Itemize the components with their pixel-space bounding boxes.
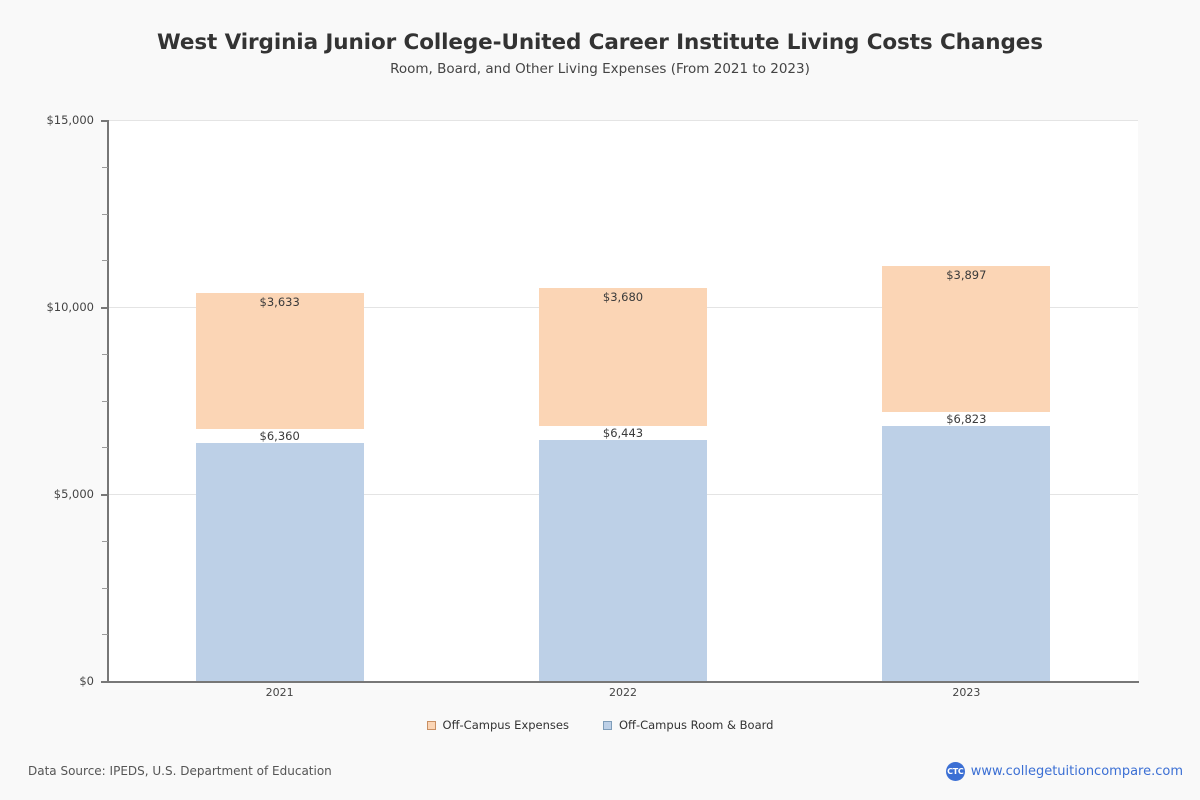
gridline xyxy=(108,120,1138,121)
bar-value-label-expenses: $3,633 xyxy=(259,295,300,310)
y-axis-minor-tick xyxy=(102,353,108,355)
x-axis-tick-label: 2023 xyxy=(952,686,981,699)
y-axis-tick-label: $15,000 xyxy=(46,113,94,127)
legend-item[interactable]: Off-Campus Expenses xyxy=(426,718,569,732)
ctc-logo-icon: CTC xyxy=(945,762,965,781)
legend-swatch-icon xyxy=(426,720,436,730)
y-axis-minor-tick xyxy=(102,260,108,262)
legend-swatch-icon xyxy=(602,720,612,730)
y-axis-tick xyxy=(101,307,108,309)
y-axis-tick xyxy=(101,681,108,683)
y-axis-tick-label: $10,000 xyxy=(46,300,94,314)
bar-value-label-room-and-board: $6,443 xyxy=(602,426,644,441)
y-axis-tick-label: $0 xyxy=(79,674,94,688)
bar-segment-room-and-board[interactable] xyxy=(196,443,364,681)
bar-value-label-room-and-board: $6,360 xyxy=(259,429,300,444)
y-axis-minor-tick xyxy=(102,587,108,589)
brand-link[interactable]: CTC www.collegetuitioncompare.com xyxy=(945,762,1183,781)
y-axis-minor-tick xyxy=(102,634,108,636)
page-title: West Virginia Junior College-United Care… xyxy=(157,30,1043,55)
bar-segment-expenses[interactable] xyxy=(882,266,1050,412)
legend-label: Off-Campus Room & Board xyxy=(618,718,774,732)
y-axis-minor-tick xyxy=(102,213,108,215)
data-source-text: Data Source: IPEDS, U.S. Department of E… xyxy=(28,764,332,778)
chart-legend: Off-Campus Expenses Off-Campus Room & Boa… xyxy=(0,718,1200,732)
y-axis-minor-tick xyxy=(102,540,108,542)
y-axis-minor-tick xyxy=(102,447,108,449)
y-axis-minor-tick xyxy=(102,400,108,402)
chart-subtitle: Room, Board, and Other Living Expenses (… xyxy=(390,60,810,77)
bar-segment-expenses[interactable] xyxy=(196,293,364,430)
y-axis-tick xyxy=(101,120,108,122)
bar-value-label-expenses: $3,680 xyxy=(602,290,644,305)
x-axis-tick-label: 2022 xyxy=(609,686,637,699)
y-axis-tick-label: $5,000 xyxy=(53,487,94,501)
x-axis-tick-label: 2021 xyxy=(265,686,294,699)
bar-segment-room-and-board[interactable] xyxy=(882,425,1050,681)
bar-value-label-expenses: $3,897 xyxy=(946,268,987,283)
bar-segment-expenses[interactable] xyxy=(539,288,707,427)
y-axis-minor-tick xyxy=(102,166,108,168)
y-axis-tick xyxy=(101,494,108,496)
brand-url-text: www.collegetuitioncompare.com xyxy=(970,764,1183,779)
chart-header: West Virginia Junior College-United Care… xyxy=(0,0,1200,76)
legend-label: Off-Campus Expenses xyxy=(442,718,569,732)
x-axis-line xyxy=(107,681,1139,683)
legend-item[interactable]: Off-Campus Room & Board xyxy=(602,718,774,732)
bar-value-label-room-and-board: $6,823 xyxy=(946,411,987,426)
bar-segment-room-and-board[interactable] xyxy=(539,440,707,681)
